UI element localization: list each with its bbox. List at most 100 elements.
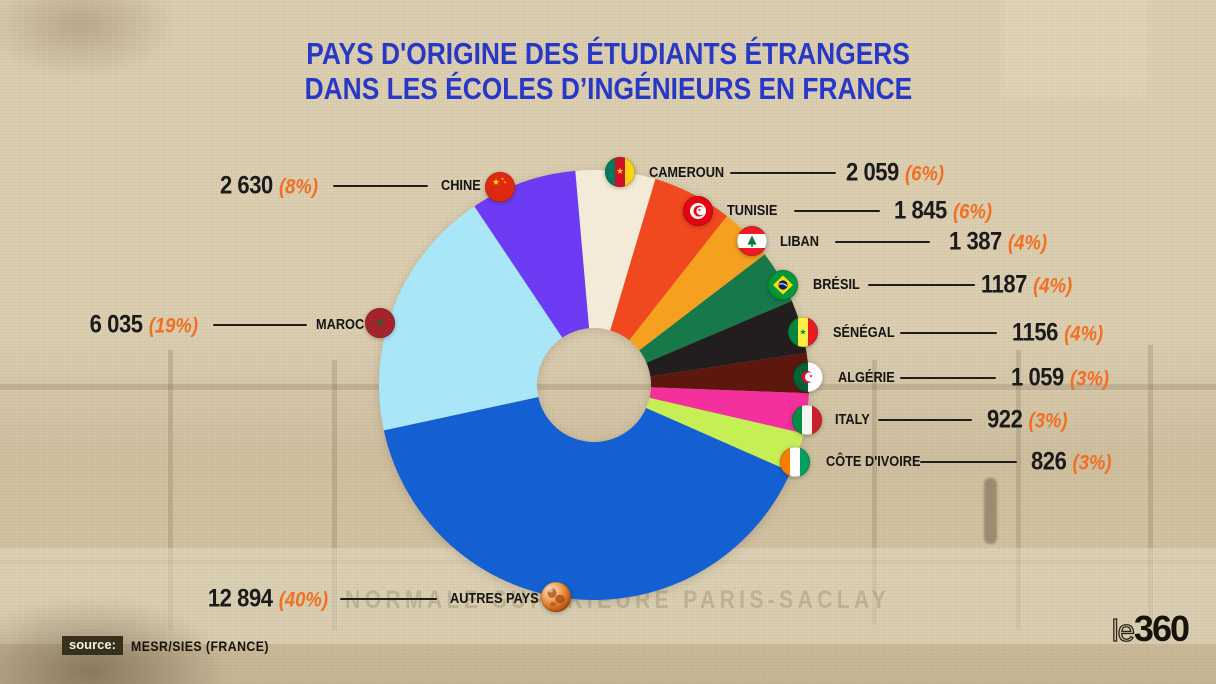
value-number: 12 894 <box>207 584 273 613</box>
slice-senegal <box>646 300 807 377</box>
slice-italy <box>649 387 809 434</box>
value-italy: 922 (3%) <box>987 406 1068 435</box>
svg-text:★: ★ <box>492 178 500 188</box>
connector-line-italy <box>878 419 972 421</box>
country-label-text: TUNISIE <box>727 203 778 219</box>
country-label-text: ITALY <box>835 412 870 428</box>
value-number: 1 387 <box>949 227 1002 256</box>
connector-line-tunisie <box>794 210 880 212</box>
slice-chine <box>474 170 590 338</box>
flag-algerie-icon: ★ <box>792 361 824 393</box>
country-label-text: LIBAN <box>780 234 819 250</box>
country-label-autres-pays: AUTRES PAYS <box>450 591 551 607</box>
flag-bresil-icon <box>767 269 799 301</box>
value-number: 2 630 <box>219 171 273 200</box>
flag-chine-icon: ★ ★ ★ <box>484 171 516 203</box>
slice-cote-divoire <box>646 397 804 472</box>
country-label-text: ALGÉRIE <box>838 370 895 386</box>
country-label-senegal: SÉNÉGAL <box>833 325 903 341</box>
svg-text:★: ★ <box>501 176 505 181</box>
svg-text:★: ★ <box>503 181 506 185</box>
value-percent: (8%) <box>278 175 318 199</box>
country-label-text: BRÉSIL <box>813 277 860 293</box>
svg-text:★: ★ <box>376 318 385 329</box>
source-text: MESR/SIES (FRANCE) <box>130 637 269 654</box>
value-number: 1156 <box>1012 318 1058 347</box>
flag-cameroun-icon: ★ <box>604 156 636 188</box>
connector-line-maroc <box>213 324 307 326</box>
value-number: 6 035 <box>89 310 143 339</box>
value-number: 1187 <box>981 270 1027 299</box>
value-number: 826 <box>1031 447 1067 476</box>
svg-text:★: ★ <box>809 374 813 380</box>
value-percent: (4%) <box>1033 274 1073 298</box>
connector-line-algerie <box>900 377 996 379</box>
value-percent: (40%) <box>278 588 328 612</box>
country-label-liban: LIBAN <box>780 234 824 250</box>
flag-tunisie-icon: ★ <box>682 195 714 227</box>
value-number: 1 845 <box>894 196 947 225</box>
value-chine: 2 630 (8%) <box>179 172 318 201</box>
svg-text:★: ★ <box>698 208 702 214</box>
slice-cameroun <box>575 170 656 331</box>
country-label-text: AUTRES PAYS <box>450 591 539 607</box>
value-tunisie: 1 845 (6%) <box>894 197 992 226</box>
value-percent: (3%) <box>1028 409 1068 433</box>
slice-maroc <box>379 206 563 431</box>
value-cote-divoire: 826 (3%) <box>1031 448 1112 477</box>
flag-senegal-icon: ★ <box>787 316 819 348</box>
flag-maroc-icon: ★ <box>364 307 396 339</box>
slice-algerie <box>650 352 809 394</box>
flag-liban-icon <box>736 225 768 257</box>
connector-line-cote-divoire <box>920 461 1017 463</box>
value-algerie: 1 059 (3%) <box>1011 364 1109 393</box>
value-percent: (3%) <box>1070 367 1110 391</box>
country-label-algerie: ALGÉRIE <box>838 370 902 386</box>
country-label-text: SÉNÉGAL <box>833 325 895 341</box>
country-label-cote-divoire: CÔTE D'IVOIRE <box>826 454 933 470</box>
value-percent: (4%) <box>1064 322 1104 346</box>
country-label-chine: CHINE <box>441 178 486 194</box>
value-maroc: 6 035 (19%) <box>59 311 198 340</box>
connector-line-autres-pays <box>340 598 437 600</box>
logo-le: le <box>1111 612 1135 648</box>
value-autres-pays: 12 894 (40%) <box>189 585 328 614</box>
value-percent: (19%) <box>148 314 198 338</box>
value-number: 922 <box>987 405 1023 434</box>
country-label-text: CHINE <box>441 178 481 194</box>
page-title: PAYS D'ORIGINE DES ÉTUDIANTS ÉTRANGERS D… <box>0 36 1216 106</box>
value-number: 2 059 <box>846 158 899 187</box>
flag-cote-divoire-icon <box>779 446 811 478</box>
logo-360: 360 <box>1133 608 1190 649</box>
slice-bresil <box>639 254 792 363</box>
value-senegal: 1156 (4%) <box>1012 319 1103 348</box>
country-label-cameroun: CAMEROUN <box>649 165 734 181</box>
connector-line-chine <box>333 185 428 187</box>
le360-logo: le 360 <box>1111 608 1190 650</box>
svg-text:★: ★ <box>616 167 624 177</box>
connector-line-bresil <box>868 284 975 286</box>
connector-line-senegal <box>900 332 997 334</box>
source: source: MESR/SIES (FRANCE) <box>62 636 288 655</box>
page-title-line-1: PAYS D'ORIGINE DES ÉTUDIANTS ÉTRANGERS <box>306 36 910 71</box>
value-percent: (4%) <box>1008 231 1048 255</box>
value-cameroun: 2 059 (6%) <box>846 159 944 188</box>
value-percent: (6%) <box>953 200 993 224</box>
country-label-text: CÔTE D'IVOIRE <box>826 454 921 470</box>
value-percent: (3%) <box>1072 451 1112 475</box>
country-label-italy: ITALY <box>835 412 874 428</box>
page-title-line-2: DANS LES ÉCOLES D’INGÉNIEURS EN FRANCE <box>304 71 912 106</box>
flag-italy-icon <box>791 404 823 436</box>
country-label-text: CAMEROUN <box>649 165 725 181</box>
value-liban: 1 387 (4%) <box>949 228 1047 257</box>
connector-line-cameroun <box>730 172 836 174</box>
country-label-maroc: MAROC <box>316 317 371 333</box>
value-number: 1 059 <box>1011 363 1064 392</box>
country-label-text: MAROC <box>316 317 365 333</box>
slice-liban <box>629 216 765 351</box>
connector-line-liban <box>835 241 930 243</box>
svg-text:★: ★ <box>799 328 806 337</box>
country-label-bresil: BRÉSIL <box>813 277 866 293</box>
country-label-tunisie: TUNISIE <box>727 203 784 219</box>
